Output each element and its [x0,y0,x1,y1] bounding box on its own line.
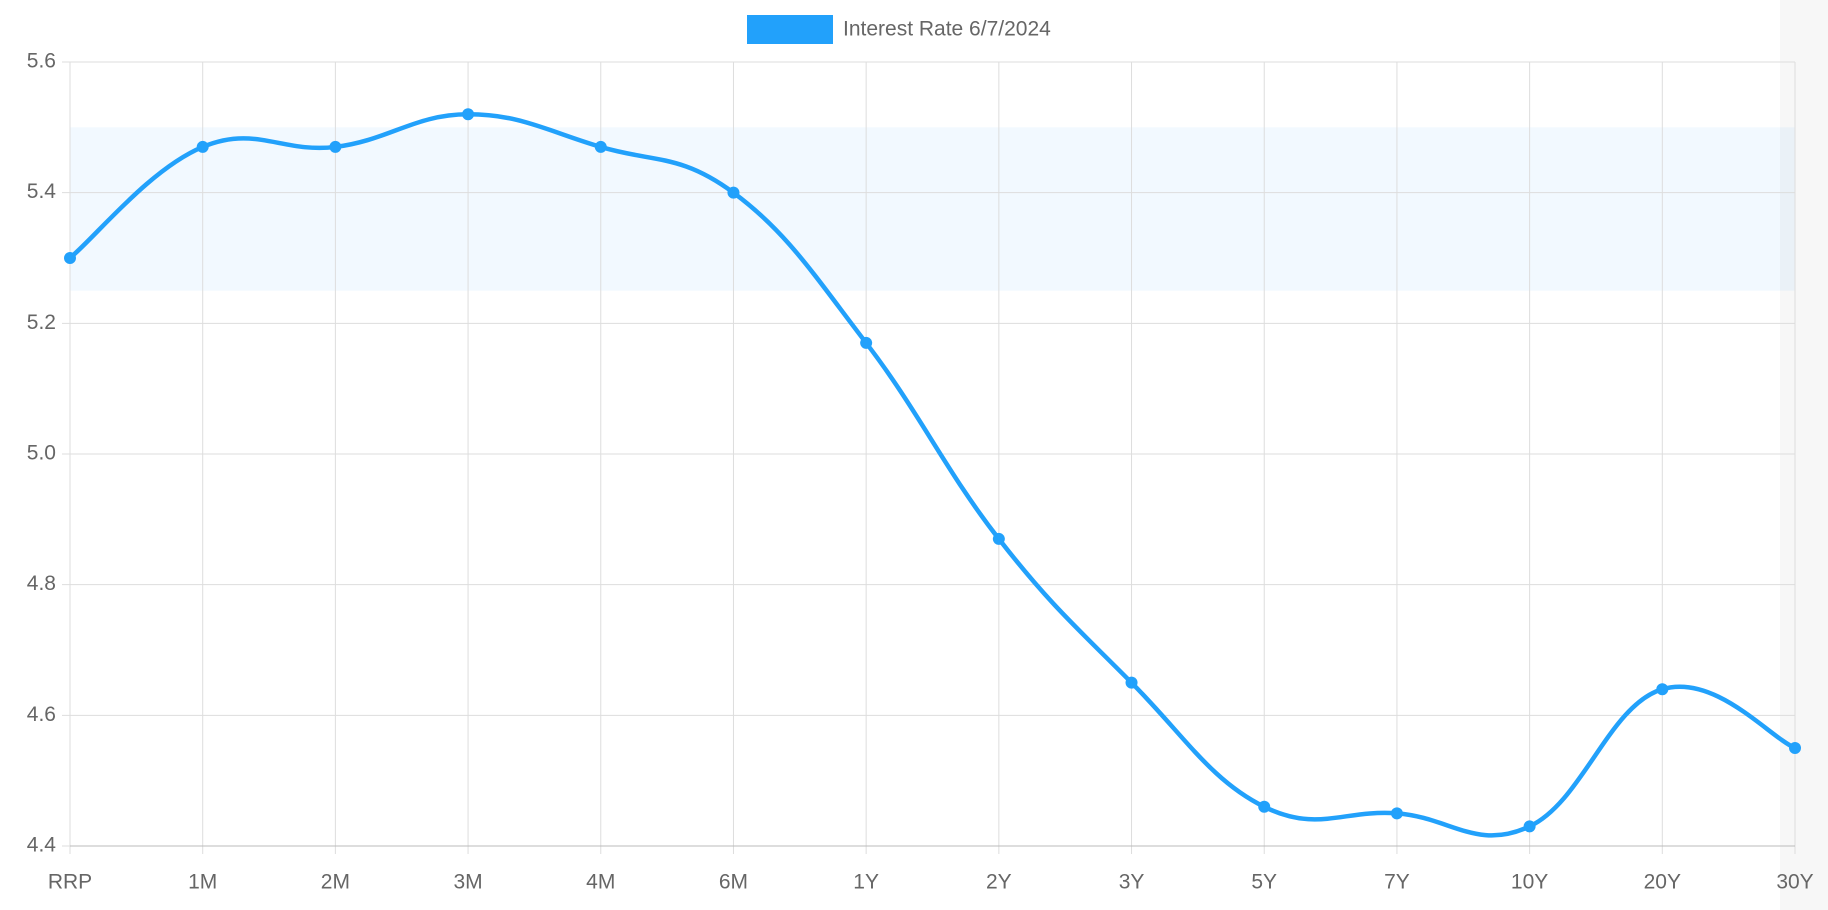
y-tick-label: 4.4 [27,834,57,857]
x-tick-label: 7Y [1384,871,1410,894]
point [1390,807,1403,820]
x-tick-label: 2M [321,871,350,894]
x-tick-label: 6M [719,871,748,894]
x-tick-label: 2Y [986,871,1012,894]
point [1523,820,1536,833]
point [196,140,209,153]
point [727,186,740,199]
point [1258,800,1271,813]
y-tick-label: 5.0 [27,442,56,465]
x-tick-label: 30Y [1776,871,1813,894]
y-tick-label: 5.2 [27,311,56,334]
y-tick-label: 5.4 [27,180,57,203]
legend-swatch [747,15,833,44]
point [1656,683,1669,696]
series-line [68,112,1796,838]
x-tick-label: 4M [586,871,615,894]
y-tick-label: 5.6 [27,50,56,73]
point [329,140,342,153]
x-tick-label: 3M [453,871,482,894]
x-tick-label: 10Y [1511,871,1548,894]
x-tick-label: 1Y [853,871,879,894]
x-tick-label: 3Y [1119,871,1145,894]
side-strip [1780,0,1828,910]
y-tick-label: 4.6 [27,703,56,726]
point [594,140,607,153]
x-tick-label: 1M [188,871,217,894]
point [860,336,873,349]
point [64,252,76,264]
x-tick-label: RRP [48,871,92,894]
x-tick-label: 5Y [1251,871,1277,894]
x-tick-label: 20Y [1644,871,1681,894]
point [462,108,475,121]
y-tick-label: 4.8 [27,572,56,595]
legend-label: Interest Rate 6/7/2024 [843,18,1051,41]
point [1789,742,1801,754]
point [1125,676,1138,689]
target-band [70,127,1795,291]
point [992,532,1005,545]
